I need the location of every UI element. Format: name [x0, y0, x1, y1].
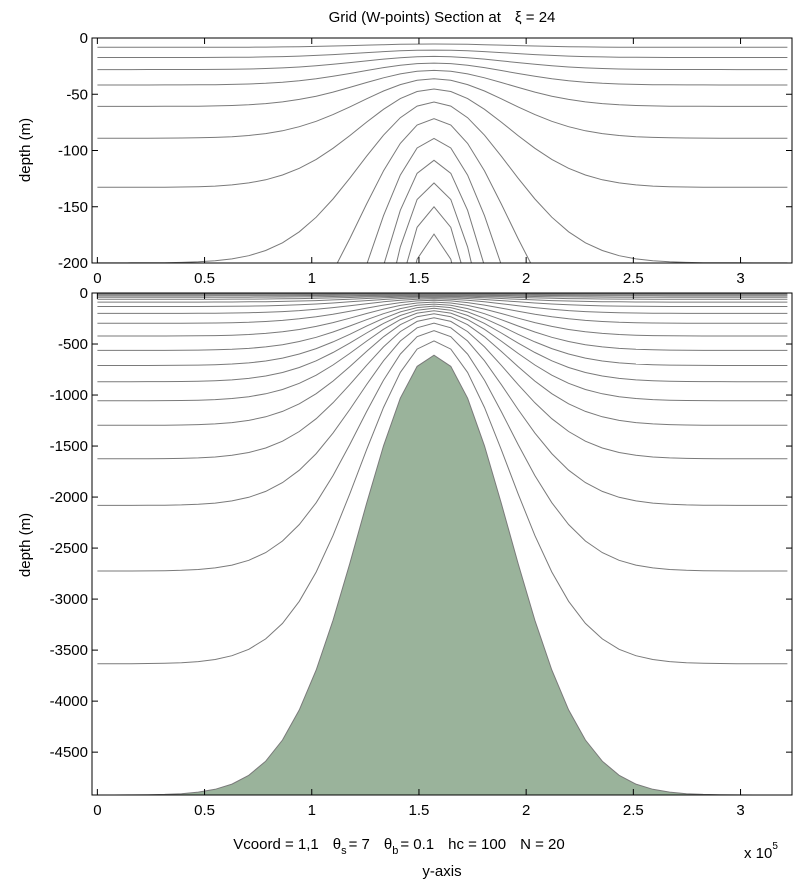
- y-tick-label: -4500: [50, 744, 88, 761]
- w-level-line-7: [406, 206, 462, 264]
- w-level-line-14: [97, 296, 788, 303]
- w-level-line-13: [97, 297, 788, 307]
- y-tick-label: -1500: [50, 438, 88, 455]
- w-level-line-16: [97, 62, 788, 86]
- w-level-line-9: [383, 159, 485, 264]
- y-tick-label: -50: [66, 86, 88, 103]
- x-tick-label: 2.5: [623, 270, 644, 287]
- chart-title: Grid (W-points) Section at ξ = 24: [329, 9, 556, 26]
- w-level-line-3: [97, 322, 788, 506]
- x-tick-label: 1: [308, 270, 316, 287]
- bottom-panel: 0 0.5 1 1.5 2 2.5 3 0 -500 -1000 -1500 -2000 -2500 -3…: [50, 285, 793, 819]
- w-level-line-13: [97, 88, 788, 188]
- w-level-line-19: [97, 43, 788, 48]
- seamount-bathymetry-fill: [97, 355, 788, 795]
- y-tick-label: -2500: [50, 540, 88, 557]
- w-level-line-12: [97, 298, 788, 314]
- w-level-line-8: [396, 182, 472, 264]
- w-level-line-10: [366, 137, 502, 264]
- y-tick-label: -3000: [50, 591, 88, 608]
- axes-box: [91, 37, 793, 264]
- y-tick-label: -1000: [50, 387, 88, 404]
- w-level-line-18: [97, 49, 788, 58]
- x-tick-label: 1: [308, 802, 316, 819]
- x-tick-label: 0: [93, 802, 101, 819]
- y-tick-label: -100: [58, 143, 88, 160]
- w-level-line-9: [97, 303, 788, 351]
- w-level-line-17: [97, 55, 788, 71]
- x-tick-label: 2.5: [623, 802, 644, 819]
- y-tick-label: -200: [58, 255, 88, 272]
- grid-parameters-label: Vcoord = 1,1 θs = 7 θb = 0.1 hc = 100 N = 20: [233, 836, 564, 857]
- w-level-line-2: [97, 330, 788, 572]
- axes-box: [91, 292, 793, 796]
- w-level-line-6: [415, 233, 453, 264]
- w-level-line-18: [97, 293, 788, 296]
- w-level-line-17: [97, 294, 788, 297]
- w-level-line-0: [97, 354, 788, 796]
- w-level-line-12: [97, 101, 788, 264]
- w-level-line-11: [336, 118, 532, 264]
- x-tick-label: 3: [736, 270, 744, 287]
- top-ylabel: depth (m): [17, 118, 34, 182]
- w-level-line-11: [97, 299, 788, 324]
- x-tick-label: 1.5: [409, 270, 430, 287]
- x-axis-label: y-axis: [422, 863, 461, 880]
- w-level-line-14: [97, 78, 788, 139]
- y-tick-label: -2000: [50, 489, 88, 506]
- y-tick-label: 0: [80, 30, 88, 47]
- x-tick-label: 2: [522, 802, 530, 819]
- x-tick-label: 1.5: [409, 802, 430, 819]
- w-level-line-7: [97, 307, 788, 383]
- w-level-line-8: [97, 305, 788, 366]
- w-level-line-10: [97, 301, 788, 337]
- x-tick-label: 0.5: [194, 270, 215, 287]
- y-tick-label: -150: [58, 199, 88, 216]
- bottom-ylabel: depth (m): [17, 513, 34, 577]
- y-tick-label: -4000: [50, 693, 88, 710]
- y-tick-label: -3500: [50, 642, 88, 659]
- x-tick-label: 0: [93, 270, 101, 287]
- x-tick-label: 3: [736, 802, 744, 819]
- w-level-line-1: [97, 340, 788, 665]
- top-panel: 0 0.5 1 1.5 2 2.5 3 0 -50 -100 -150 -200: [58, 30, 793, 287]
- y-tick-label: -500: [58, 336, 88, 353]
- w-level-line-5: [97, 313, 788, 426]
- w-level-line-4: [97, 317, 788, 460]
- w-level-line-15: [97, 69, 788, 107]
- x-multiplier: x 105: [744, 841, 778, 862]
- w-level-line-15: [97, 295, 788, 300]
- x-tick-label: 0.5: [194, 802, 215, 819]
- x-tick-label: 2: [522, 270, 530, 287]
- w-level-line-16: [97, 294, 788, 298]
- w-level-line-6: [97, 310, 788, 402]
- y-tick-label: 0: [80, 285, 88, 302]
